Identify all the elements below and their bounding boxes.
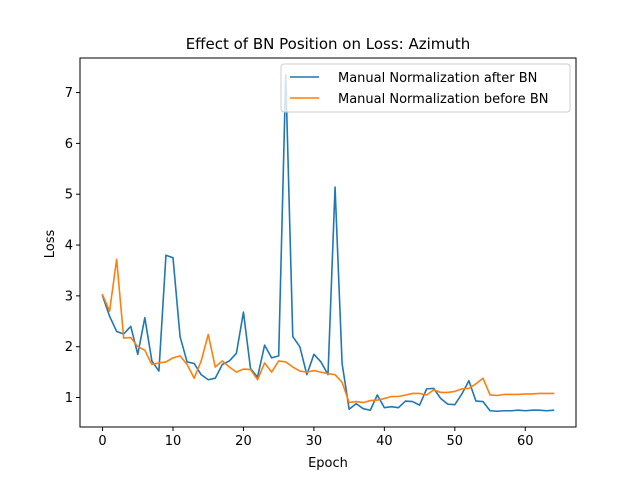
legend: Manual Normalization after BN Manual Norm… — [280, 63, 571, 113]
x-tick-label: 0 — [98, 434, 106, 449]
y-tick-label: 4 — [65, 239, 73, 254]
y-axis-label: Loss — [43, 230, 58, 259]
legend-entry-1: Manual Normalization after BN — [338, 71, 537, 86]
x-tick-label: 10 — [165, 434, 182, 449]
y-tick-label: 7 — [65, 86, 73, 101]
legend-entry-2: Manual Normalization before BN — [338, 92, 548, 107]
x-tick-label: 20 — [235, 434, 252, 449]
legend-box — [280, 63, 571, 113]
y-tick-label: 5 — [65, 188, 73, 203]
series-line-2 — [101, 258, 555, 404]
y-tick-label: 6 — [65, 137, 73, 152]
x-axis-label: Epoch — [308, 456, 348, 471]
x-tick-label: 30 — [306, 434, 323, 449]
x-tick-label: 60 — [517, 434, 534, 449]
x-tick-label: 50 — [447, 434, 464, 449]
x-tick-label: 40 — [376, 434, 393, 449]
y-tick-label: 1 — [65, 391, 73, 406]
series-line-1 — [101, 73, 555, 413]
y-tick-label: 3 — [65, 289, 73, 304]
plot-area: 0 10 20 30 40 50 60 1 2 3 4 5 6 7 — [65, 57, 577, 449]
chart-title: Effect of BN Position on Loss: Azimuth — [186, 35, 471, 53]
axes-frame — [79, 57, 577, 428]
y-tick-label: 2 — [65, 340, 73, 355]
